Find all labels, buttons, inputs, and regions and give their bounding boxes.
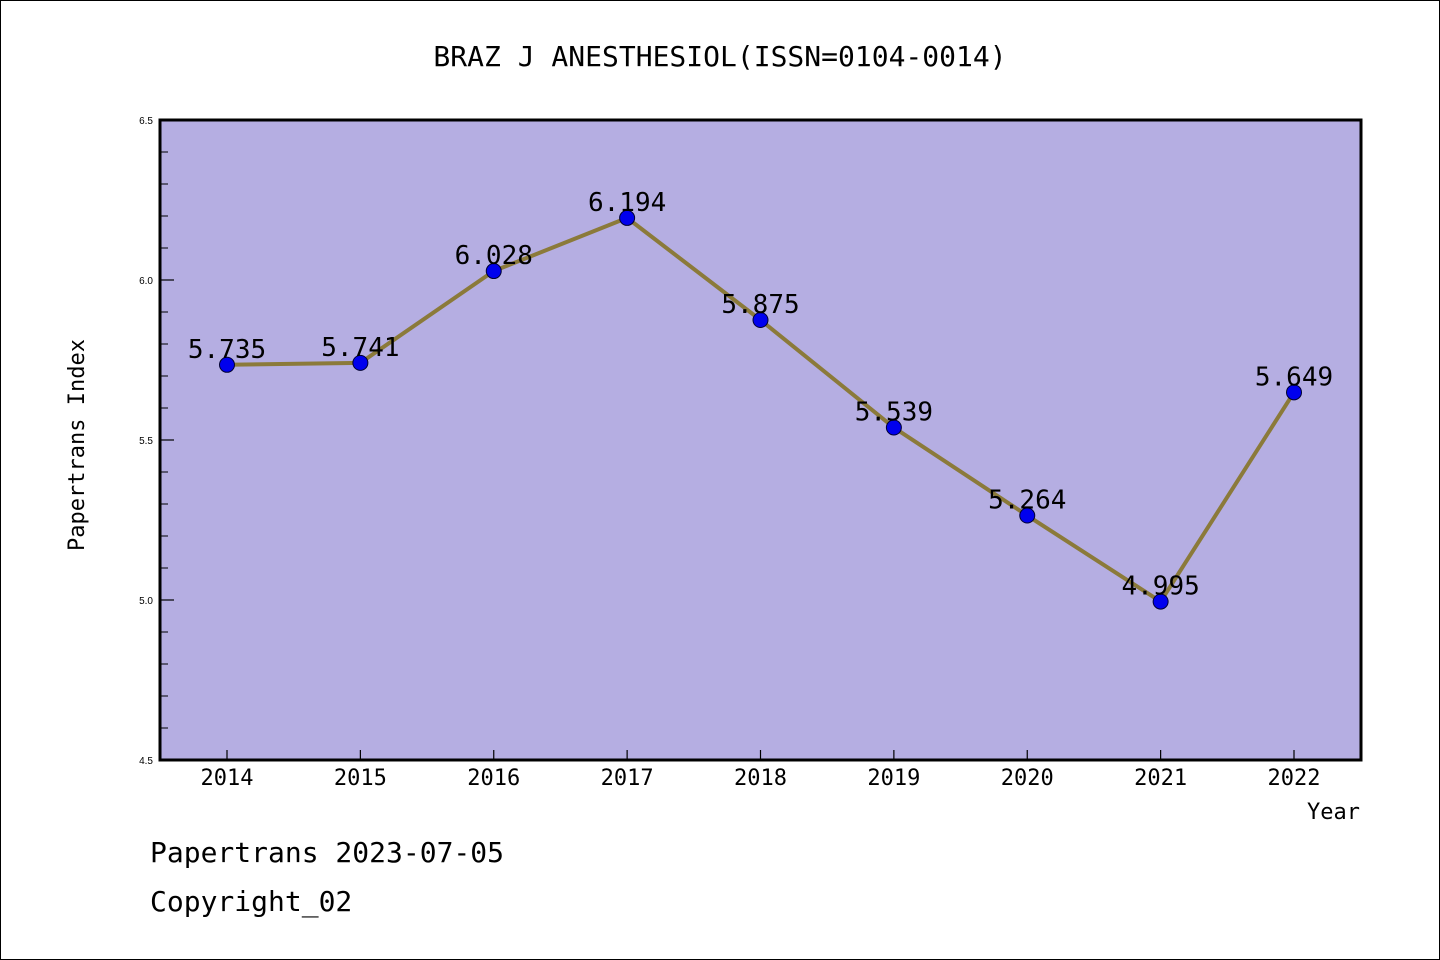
x-axis-label: Year — [1307, 800, 1360, 825]
series-group: 5.735 5.741 6.028 6.194 5.875 5.539 5.264 4.995… — [188, 188, 1333, 610]
y-tick-label: 6.0 — [139, 276, 153, 287]
x-tick-label: 2020 — [1001, 766, 1054, 791]
footer-date: Papertrans 2023-07-05 — [150, 836, 505, 869]
y-tick-label: 5.5 — [139, 436, 153, 447]
chart-title: BRAZ J ANESTHESIOL(ISSN=0104-0014) — [433, 40, 1006, 73]
data-point — [1152, 593, 1169, 610]
y-tick-label: 4.5 — [139, 756, 153, 767]
x-tick-label: 2017 — [601, 766, 654, 791]
data-label: 5.735 — [188, 335, 266, 365]
footer-copyright: Copyright_02 — [150, 885, 353, 918]
data-point — [352, 354, 369, 371]
x-tick-label: 2016 — [467, 766, 520, 791]
x-tick-label: 2019 — [867, 766, 920, 791]
data-label: 4.995 — [1121, 572, 1199, 602]
x-axis: 2014 2015 2016 2017 2018 2019 2020 2021 2022 — [201, 750, 1321, 791]
data-label: 5.539 — [855, 398, 933, 428]
data-point — [485, 263, 502, 280]
data-point — [885, 419, 902, 436]
y-axis-label: Papertrans Index — [65, 339, 90, 551]
y-tick-label: 6.5 — [139, 116, 153, 127]
data-point — [752, 312, 769, 328]
y-tick-label: 5.0 — [139, 596, 153, 607]
data-label: 6.028 — [455, 241, 533, 271]
data-label: 5.264 — [988, 486, 1066, 516]
data-label: 5.649 — [1255, 362, 1333, 392]
plot-area — [158, 118, 1363, 762]
x-tick-label: 2022 — [1268, 766, 1321, 791]
data-point — [1286, 384, 1302, 401]
data-point — [219, 356, 235, 373]
data-point — [1019, 507, 1036, 524]
data-label: 6.194 — [588, 188, 666, 218]
x-tick-label: 2015 — [334, 766, 387, 791]
data-label: 5.741 — [321, 333, 399, 363]
y-axis: 4.5 5.0 5.5 6.0 6.5 — [139, 116, 174, 767]
data-point — [619, 209, 636, 226]
x-tick-label: 2018 — [734, 766, 787, 791]
data-label: 5.875 — [721, 290, 799, 320]
x-tick-label: 2014 — [201, 766, 254, 791]
x-tick-label: 2021 — [1134, 766, 1187, 791]
